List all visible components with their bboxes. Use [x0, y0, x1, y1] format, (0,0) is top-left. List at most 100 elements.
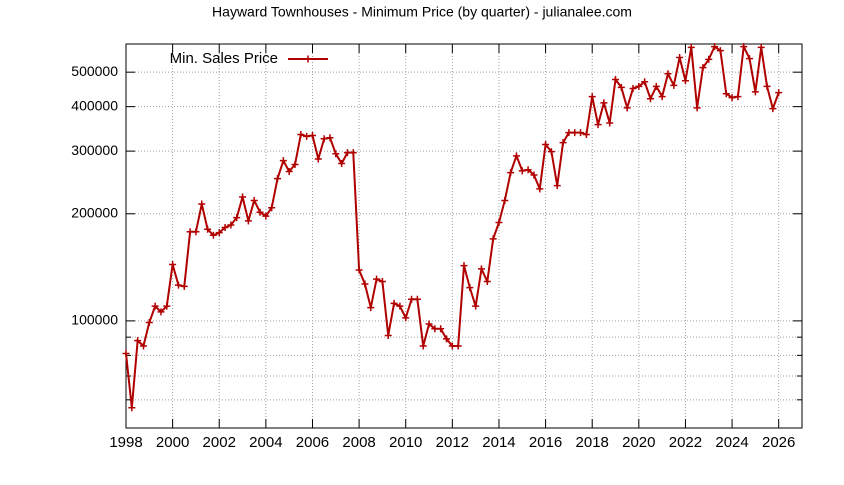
- point-marker: [711, 43, 719, 51]
- point-marker: [635, 82, 643, 90]
- point-marker: [757, 43, 765, 51]
- point-marker: [716, 47, 724, 55]
- point-marker: [495, 219, 503, 227]
- point-marker: [198, 200, 206, 208]
- point-marker: [174, 281, 182, 289]
- point-marker: [472, 302, 480, 310]
- point-marker: [670, 81, 678, 89]
- point-marker: [390, 299, 398, 307]
- point-marker: [629, 84, 637, 92]
- point-marker: [378, 278, 386, 286]
- point-marker: [262, 212, 270, 220]
- point-marker: [139, 342, 147, 350]
- legend-label: Min. Sales Price: [170, 50, 278, 67]
- point-marker: [687, 43, 695, 51]
- point-marker: [542, 141, 550, 149]
- point-marker: [134, 337, 142, 345]
- y-tick-label: 200000: [71, 204, 118, 220]
- point-marker: [349, 149, 357, 157]
- point-marker: [250, 196, 258, 204]
- x-tick-label: 2008: [342, 434, 375, 451]
- x-tick-label: 2022: [669, 434, 702, 451]
- x-tick-label: 2004: [249, 434, 282, 451]
- point-marker: [256, 208, 264, 216]
- point-marker: [279, 157, 287, 165]
- point-marker: [425, 320, 433, 328]
- point-marker: [128, 404, 136, 412]
- point-marker: [641, 78, 649, 86]
- point-marker: [384, 331, 392, 339]
- point-marker: [145, 318, 153, 326]
- point-marker: [617, 83, 625, 91]
- point-marker: [303, 132, 311, 140]
- point-marker: [215, 229, 223, 237]
- point-marker: [547, 148, 555, 156]
- point-marker: [699, 64, 707, 72]
- point-marker: [204, 225, 212, 233]
- point-marker: [536, 185, 544, 193]
- point-marker: [239, 193, 247, 201]
- point-marker: [268, 204, 276, 212]
- point-marker: [413, 295, 421, 303]
- point-marker: [501, 196, 509, 204]
- point-marker: [705, 55, 713, 63]
- point-marker: [751, 88, 759, 96]
- point-marker: [507, 169, 515, 177]
- point-marker: [652, 82, 660, 90]
- point-marker: [163, 302, 171, 310]
- point-marker: [180, 282, 188, 290]
- point-marker: [577, 129, 585, 137]
- x-tick-label: 2020: [622, 434, 655, 451]
- point-marker: [512, 152, 520, 160]
- point-marker: [320, 135, 328, 143]
- point-marker: [355, 266, 363, 274]
- point-marker: [332, 150, 340, 158]
- point-marker: [297, 131, 305, 139]
- point-marker: [740, 43, 748, 51]
- x-tick-label: 1998: [109, 434, 142, 451]
- y-tick-label: 400000: [71, 97, 118, 113]
- point-marker: [437, 325, 445, 333]
- point-marker: [326, 134, 334, 142]
- point-marker: [233, 214, 241, 222]
- point-marker: [244, 217, 252, 225]
- y-tick-label: 100000: [71, 312, 118, 328]
- point-marker: [274, 175, 282, 183]
- point-marker: [402, 314, 410, 322]
- y-tick-label: 300000: [71, 142, 118, 158]
- x-tick-label: 2000: [156, 434, 189, 451]
- point-marker: [664, 70, 672, 78]
- point-marker: [746, 55, 754, 63]
- point-marker: [291, 161, 299, 169]
- chart-title: Hayward Townhouses - Minimum Price (by q…: [212, 4, 632, 20]
- point-marker: [314, 155, 322, 163]
- plot-border: [125, 43, 803, 429]
- point-marker: [612, 75, 620, 83]
- point-marker: [460, 262, 468, 270]
- x-tick-label: 2012: [436, 434, 469, 451]
- point-marker: [524, 166, 532, 174]
- point-marker: [734, 93, 742, 101]
- point-marker: [466, 284, 474, 292]
- x-tick-label: 2006: [296, 434, 329, 451]
- x-tick-label: 2024: [715, 434, 748, 451]
- x-tick-label: 2016: [529, 434, 562, 451]
- point-marker: [763, 82, 771, 90]
- x-tick-label: 2026: [762, 434, 795, 451]
- point-marker: [658, 93, 666, 101]
- point-marker: [646, 95, 654, 103]
- y-tick-label: 500000: [71, 63, 118, 79]
- point-marker: [588, 93, 596, 101]
- point-marker: [157, 308, 165, 316]
- point-marker: [209, 231, 217, 239]
- x-tick-label: 2010: [389, 434, 422, 451]
- point-marker: [728, 94, 736, 102]
- point-marker: [600, 99, 608, 107]
- point-marker: [361, 280, 369, 288]
- point-marker: [483, 278, 491, 286]
- point-marker: [693, 104, 701, 112]
- point-marker: [338, 159, 346, 167]
- point-marker: [594, 121, 602, 129]
- point-marker: [775, 89, 783, 97]
